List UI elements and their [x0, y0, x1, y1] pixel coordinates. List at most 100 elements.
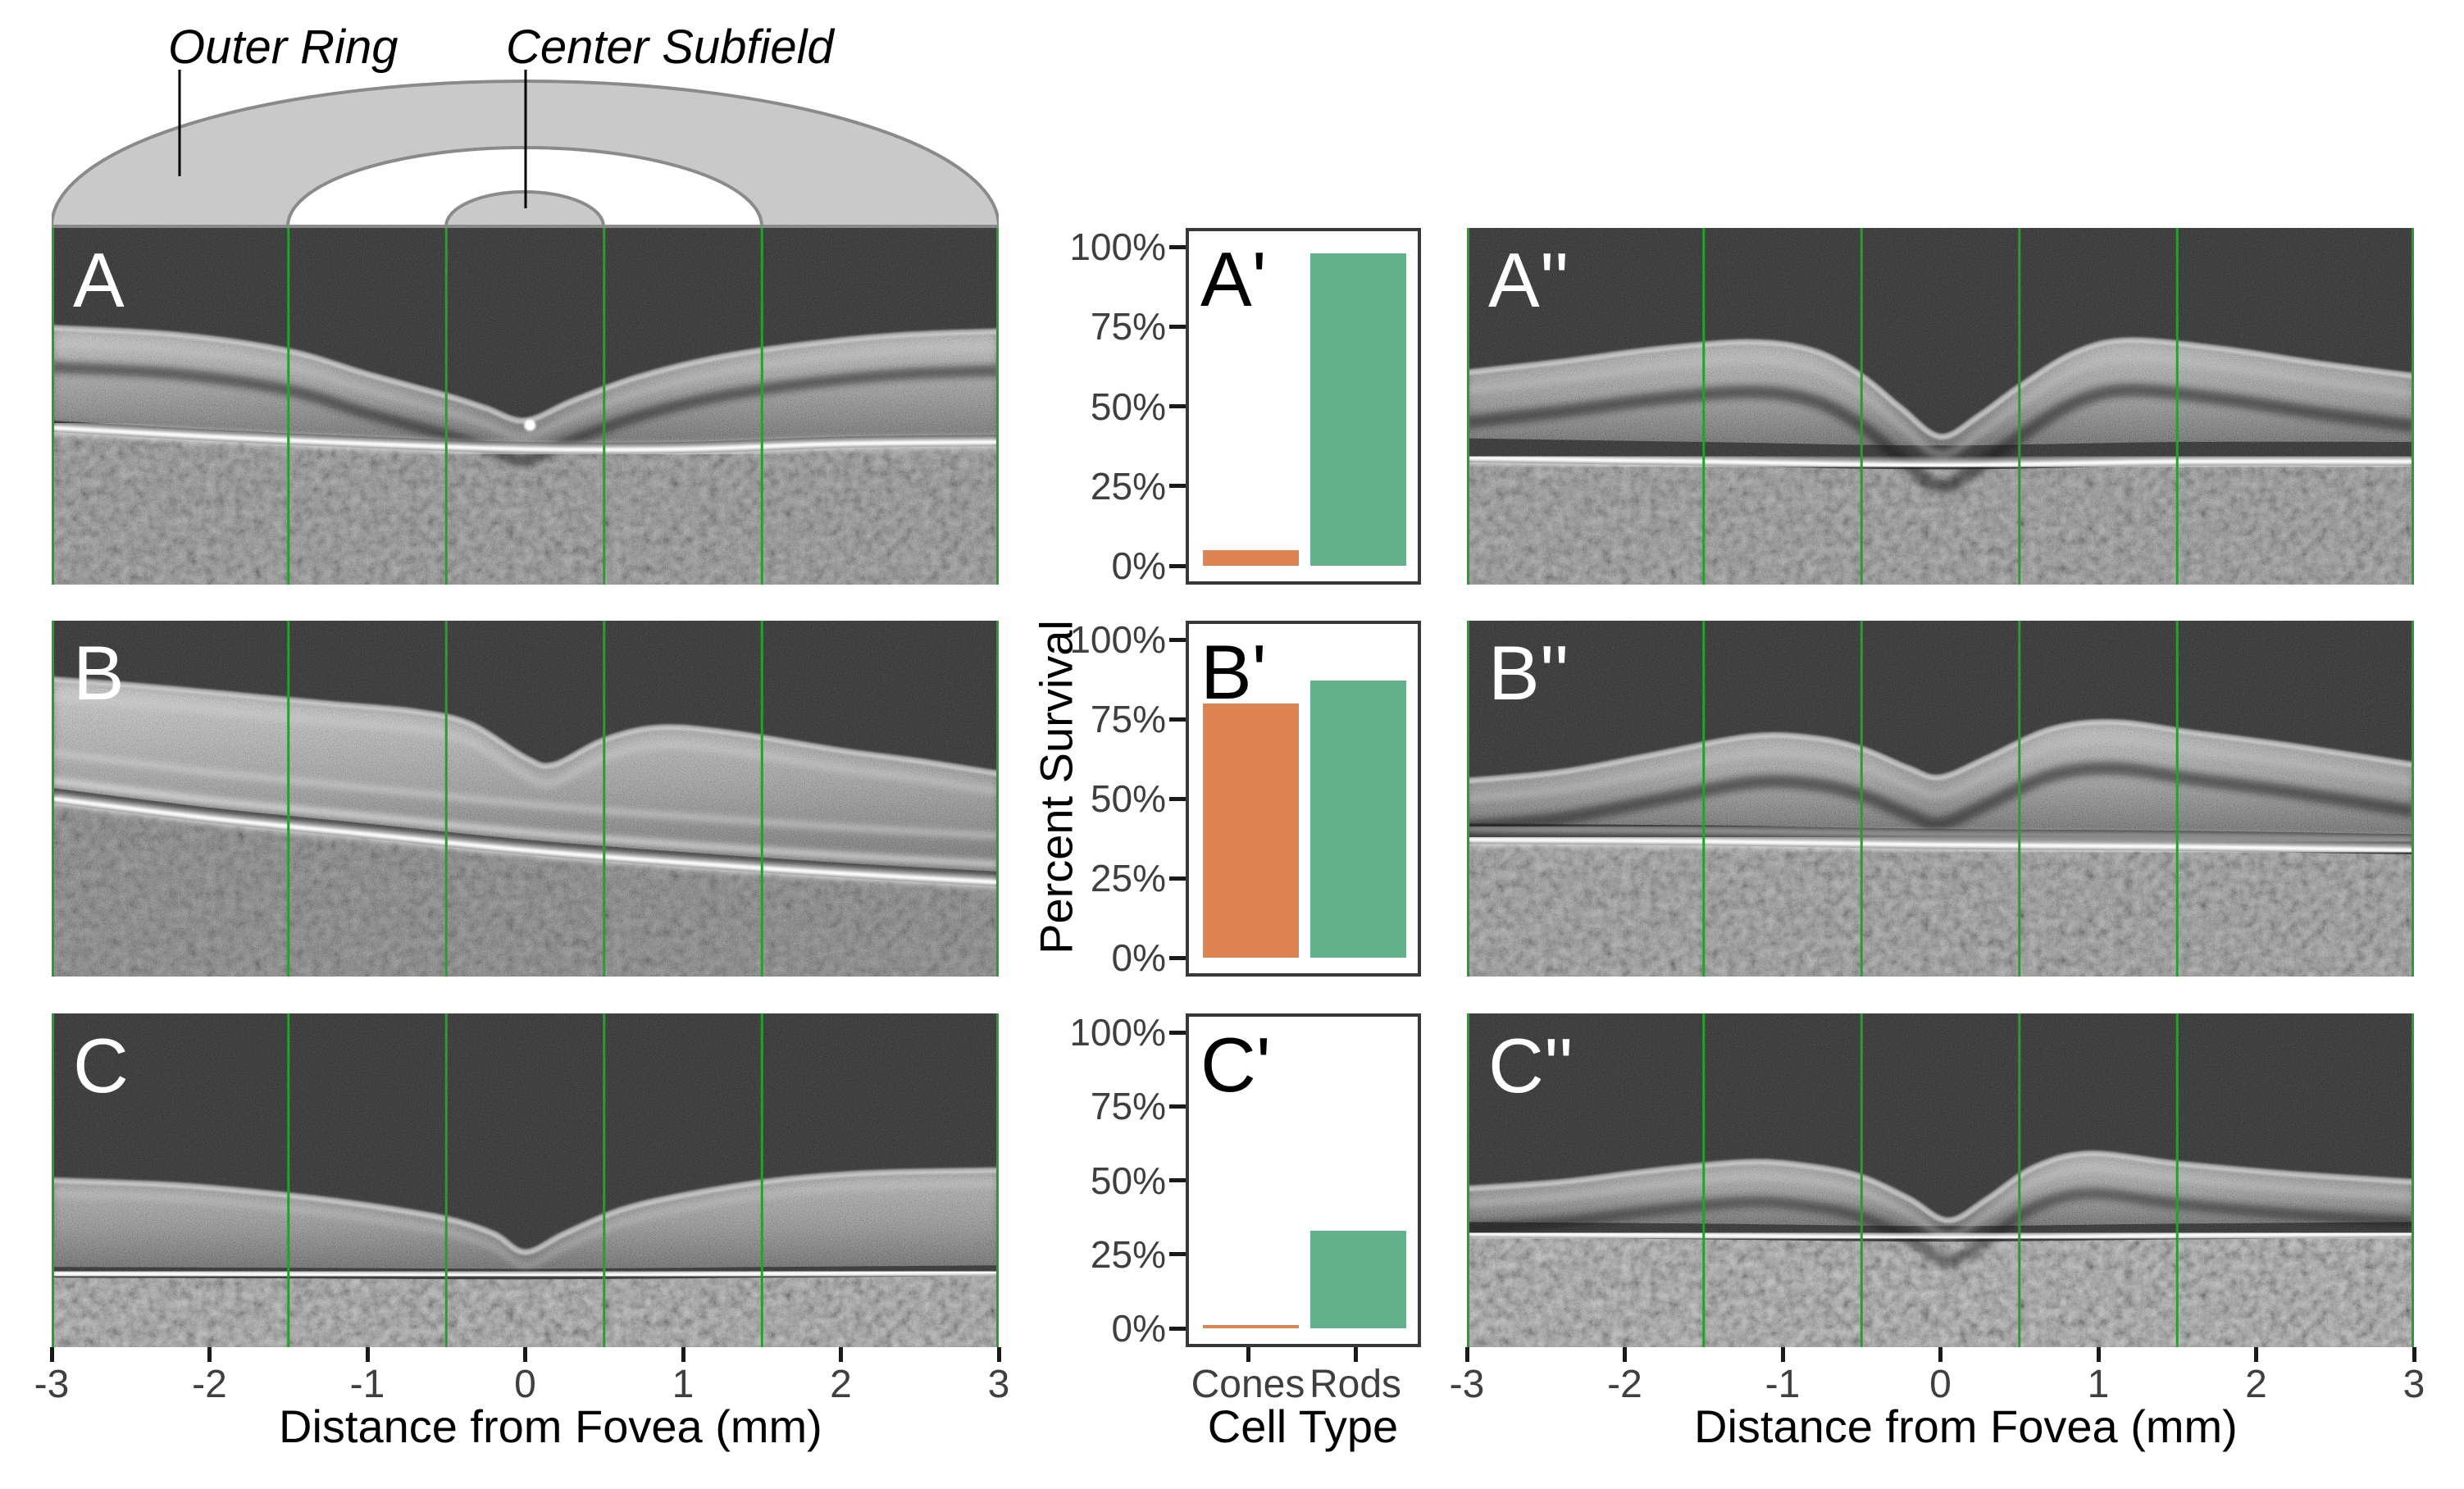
- x-tick-mark: [49, 1347, 54, 1362]
- chart-panel-letter: B': [1200, 629, 1267, 715]
- x-axis-title-right: Distance from Fovea (mm): [1694, 1400, 2238, 1452]
- x-tick-mark: [2412, 1347, 2416, 1362]
- x-tick-label: -2: [192, 1363, 227, 1406]
- center-subfield-shape: [444, 190, 606, 228]
- y-tick-mark: [1169, 1326, 1186, 1331]
- retina-surface-line: [1467, 719, 2414, 784]
- x-tick-label: -2: [1607, 1363, 1642, 1406]
- x-tick-mark: [1938, 1347, 1943, 1362]
- x-tick-mark: [996, 1347, 1001, 1362]
- retina-surface-line: [52, 1167, 999, 1255]
- x-tick-label: 2: [2245, 1363, 2267, 1406]
- outer-ring-label: Outer Ring: [168, 20, 399, 74]
- retina-surface-line: [1467, 1150, 2414, 1223]
- y-tick-label: 25%: [1090, 857, 1166, 899]
- x-tick-label: 2: [830, 1363, 852, 1406]
- rpe-band-core: [52, 1270, 999, 1277]
- oct-panel-letter: B'': [1488, 630, 1569, 716]
- bar-rods: [1310, 1230, 1406, 1328]
- y-tick-mark: [1169, 244, 1186, 249]
- x-tick-label: 1: [2087, 1363, 2110, 1406]
- y-tick-label: 50%: [1090, 385, 1166, 428]
- rpe-band-core: [1467, 456, 2414, 467]
- x-tick-label: -3: [34, 1363, 70, 1406]
- oct-scan-A: A: [52, 228, 999, 585]
- x-tick-mark: [523, 1347, 527, 1362]
- y-tick-mark: [1169, 717, 1186, 722]
- y-tick-mark: [1169, 563, 1186, 568]
- etdrs-schematic: [52, 70, 999, 228]
- x-axis-title-left: Distance from Fovea (mm): [279, 1400, 822, 1452]
- y-tick-mark: [1169, 955, 1186, 960]
- y-tick-label: 75%: [1090, 698, 1166, 740]
- rpe-band-core: [52, 426, 999, 452]
- bar-rods: [1310, 253, 1406, 566]
- x-tick-mark: [365, 1347, 370, 1362]
- bar-cones: [1203, 549, 1299, 566]
- oct-scan-right-B: B'': [1467, 621, 2414, 977]
- y-tick-label: 0%: [1111, 936, 1166, 979]
- y-tick-mark: [1169, 1252, 1186, 1257]
- bar-cones: [1203, 1325, 1299, 1328]
- y-tick-label: 100%: [1069, 1011, 1166, 1054]
- x-tick-label: 1: [672, 1363, 695, 1406]
- rpe-band-core: [1467, 837, 2414, 852]
- y-tick-mark: [1169, 484, 1186, 489]
- y-tick-mark: [1169, 876, 1186, 881]
- survival-chart-B: B': [1186, 621, 1421, 977]
- x-tick-mark: [2096, 1347, 2101, 1362]
- y-tick-label: 75%: [1090, 1085, 1166, 1128]
- y-tick-label: 100%: [1069, 225, 1166, 268]
- y-tick-label: 25%: [1090, 464, 1166, 508]
- oct-scan-right-A: A'': [1467, 228, 2414, 585]
- y-tick-label: 25%: [1090, 1232, 1166, 1276]
- y-tick-mark: [1169, 404, 1186, 408]
- y-tick-label: 50%: [1090, 777, 1166, 820]
- bar-cones: [1203, 703, 1299, 958]
- x-tick-label: -1: [1765, 1363, 1801, 1406]
- oct-panel-letter: A'': [1488, 237, 1569, 323]
- y-tick-mark: [1169, 796, 1186, 801]
- retina-surface-line: [52, 676, 999, 777]
- y-tick-mark: [1169, 324, 1186, 329]
- retina-surface-line: [1467, 337, 2414, 439]
- y-tick-mark: [1169, 1178, 1186, 1182]
- x-tick-mark: [1780, 1347, 1785, 1362]
- celltype-tick-label: Cones: [1191, 1363, 1305, 1406]
- x-tick-label: 3: [987, 1363, 1010, 1406]
- oct-panel-letter: C'': [1488, 1022, 1574, 1109]
- x-tick-mark: [2254, 1347, 2258, 1362]
- bar-rods: [1310, 681, 1406, 958]
- x-tick-label: 0: [514, 1363, 536, 1406]
- chart-panel-letter: A': [1200, 236, 1267, 322]
- celltype-tick-mark: [1353, 1347, 1358, 1362]
- foveal-bright-spot: [524, 419, 536, 431]
- rpe-band-core: [1467, 1232, 2414, 1240]
- celltype-tick-mark: [1246, 1347, 1250, 1362]
- x-tick-label: -3: [1449, 1363, 1485, 1406]
- x-tick-mark: [1464, 1347, 1469, 1362]
- center-subfield-label: Center Subfield: [506, 20, 834, 74]
- oct-scan-C: C: [52, 1013, 999, 1347]
- y-tick-label: 50%: [1090, 1159, 1166, 1202]
- celltype-tick-label: Rods: [1309, 1363, 1402, 1406]
- y-axis-title: Percent Survival: [1030, 620, 1082, 954]
- x-tick-label: 0: [1929, 1363, 1952, 1406]
- x-tick-mark: [839, 1347, 843, 1362]
- rpe-band-core: [52, 797, 999, 884]
- oct-scan-B: B: [52, 621, 999, 977]
- y-tick-mark: [1169, 1104, 1186, 1109]
- chart-panel-letter: C': [1200, 1022, 1271, 1108]
- retina-surface-line: [52, 325, 999, 424]
- y-tick-mark: [1169, 637, 1186, 642]
- x-tick-label: -1: [349, 1363, 385, 1406]
- x-tick-mark: [207, 1347, 212, 1362]
- oct-scan-right-C: C'': [1467, 1013, 2414, 1347]
- survival-chart-C: C': [1186, 1013, 1421, 1347]
- x-tick-mark: [1623, 1347, 1627, 1362]
- y-tick-label: 0%: [1111, 544, 1166, 587]
- x-tick-mark: [681, 1347, 685, 1362]
- y-tick-label: 75%: [1090, 305, 1166, 348]
- y-tick-label: 0%: [1111, 1307, 1166, 1350]
